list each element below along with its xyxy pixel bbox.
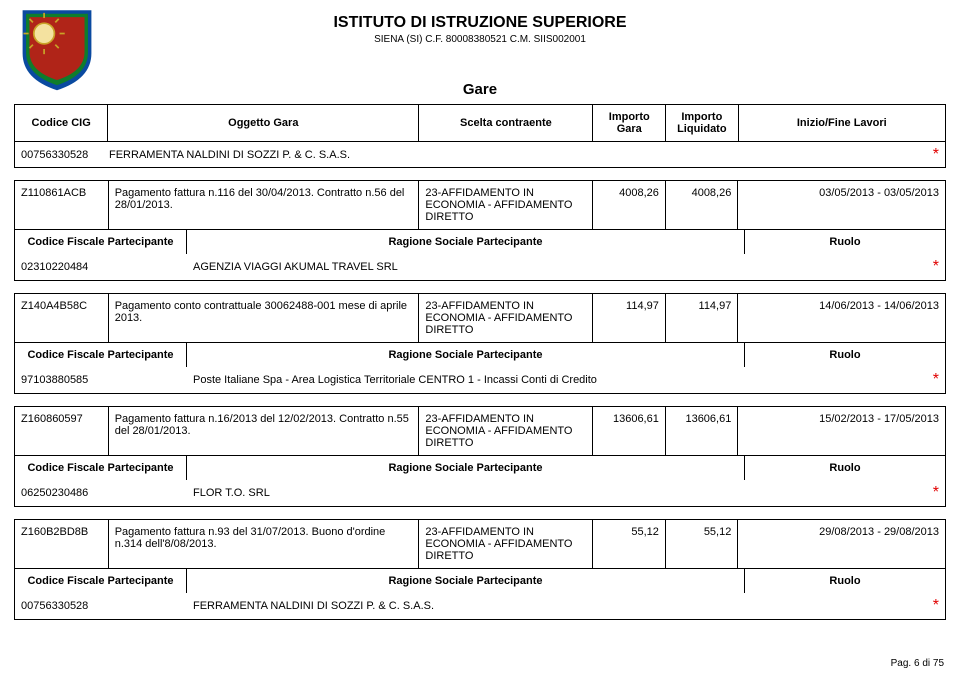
- top-supplier-code: 00756330528: [15, 149, 105, 161]
- entry-block: Z140A4B58C Pagamento conto contrattuale …: [14, 293, 946, 394]
- entry-block: Z110861ACB Pagamento fattura n.116 del 3…: [14, 180, 946, 281]
- entry-importo-liquidato: 55,12: [665, 520, 737, 568]
- col-header-cig: Codice CIG: [15, 105, 108, 142]
- col-header-rs: Ragione Sociale Partecipante: [187, 343, 745, 367]
- entry-date: 15/02/2013 - 17/05/2013: [738, 407, 945, 455]
- entry-importo-gara: 55,12: [593, 520, 665, 568]
- page-number: Pag. 6 di 75: [891, 658, 944, 669]
- participant-cf: 06250230486: [15, 483, 187, 503]
- participant-cf: 00756330528: [15, 596, 187, 616]
- participant-header: Codice Fiscale Partecipante Ragione Soci…: [15, 568, 945, 593]
- institute-subtitle: SIENA (SI) C.F. 80008380521 C.M. SIIS002…: [14, 34, 946, 45]
- entry-date: 14/06/2013 - 14/06/2013: [738, 294, 945, 342]
- participant-row: 06250230486 FLOR T.O. SRL *: [15, 480, 945, 506]
- star-icon: *: [925, 371, 945, 389]
- col-header-cf: Codice Fiscale Partecipante: [15, 343, 187, 367]
- entry-oggetto: Pagamento fattura n.93 del 31/07/2013. B…: [108, 520, 419, 568]
- col-header-cf: Codice Fiscale Partecipante: [15, 569, 187, 593]
- participant-cf: 02310220484: [15, 257, 187, 277]
- entry-oggetto: Pagamento conto contrattuale 30062488-00…: [108, 294, 419, 342]
- participant-rs: FLOR T.O. SRL: [187, 483, 925, 503]
- participant-rs: FERRAMENTA NALDINI DI SOZZI P. & C. S.A.…: [187, 596, 925, 616]
- col-header-rs: Ragione Sociale Partecipante: [187, 456, 745, 480]
- star-icon: *: [925, 484, 945, 502]
- entry-cig: Z160B2BD8B: [15, 520, 108, 568]
- participant-header: Codice Fiscale Partecipante Ragione Soci…: [15, 455, 945, 480]
- col-header-importo-liquidato: Importo Liquidato: [666, 105, 739, 142]
- entry-importo-liquidato: 13606,61: [665, 407, 737, 455]
- participant-header: Codice Fiscale Partecipante Ragione Soci…: [15, 229, 945, 254]
- top-supplier-name: FERRAMENTA NALDINI DI SOZZI P. & C. S.A.…: [105, 149, 925, 161]
- entry-row: Z140A4B58C Pagamento conto contrattuale …: [15, 294, 945, 342]
- col-header-rs: Ragione Sociale Partecipante: [187, 230, 745, 254]
- col-header-cf: Codice Fiscale Partecipante: [15, 230, 187, 254]
- participant-rs: AGENZIA VIAGGI AKUMAL TRAVEL SRL: [187, 257, 925, 277]
- entry-cig: Z140A4B58C: [15, 294, 108, 342]
- institute-title: ISTITUTO DI ISTRUZIONE SUPERIORE: [14, 14, 946, 32]
- col-header-ruolo: Ruolo: [745, 456, 945, 480]
- entry-block: Z160B2BD8B Pagamento fattura n.93 del 31…: [14, 519, 946, 620]
- entry-cig: Z160860597: [15, 407, 108, 455]
- entry-importo-gara: 114,97: [593, 294, 665, 342]
- col-header-inizio-fine: Inizio/Fine Lavori: [738, 105, 945, 142]
- entry-date: 03/05/2013 - 03/05/2013: [738, 181, 945, 229]
- entry-oggetto: Pagamento fattura n.16/2013 del 12/02/20…: [108, 407, 419, 455]
- entry-scelta: 23-AFFIDAMENTO IN ECONOMIA - AFFIDAMENTO…: [419, 181, 593, 229]
- star-icon: *: [925, 146, 945, 164]
- entry-oggetto: Pagamento fattura n.116 del 30/04/2013. …: [108, 181, 419, 229]
- entry-scelta: 23-AFFIDAMENTO IN ECONOMIA - AFFIDAMENTO…: [419, 520, 593, 568]
- star-icon: *: [925, 597, 945, 615]
- entry-importo-liquidato: 4008,26: [665, 181, 737, 229]
- col-header-ruolo: Ruolo: [745, 569, 945, 593]
- entry-importo-gara: 13606,61: [593, 407, 665, 455]
- entry-row: Z160860597 Pagamento fattura n.16/2013 d…: [15, 407, 945, 455]
- main-header-table: Codice CIG Oggetto Gara Scelta contraent…: [14, 104, 946, 142]
- entry-scelta: 23-AFFIDAMENTO IN ECONOMIA - AFFIDAMENTO…: [419, 407, 593, 455]
- entry-block: Z160860597 Pagamento fattura n.16/2013 d…: [14, 406, 946, 507]
- entry-importo-liquidato: 114,97: [665, 294, 737, 342]
- col-header-scelta: Scelta contraente: [419, 105, 593, 142]
- col-header-ruolo: Ruolo: [745, 230, 945, 254]
- participant-row: 02310220484 AGENZIA VIAGGI AKUMAL TRAVEL…: [15, 254, 945, 280]
- col-header-ruolo: Ruolo: [745, 343, 945, 367]
- emblem-icon: [14, 6, 100, 92]
- entry-date: 29/08/2013 - 29/08/2013: [738, 520, 945, 568]
- top-supplier-row: 00756330528 FERRAMENTA NALDINI DI SOZZI …: [14, 142, 946, 168]
- section-title: Gare: [14, 81, 946, 98]
- col-header-rs: Ragione Sociale Partecipante: [187, 569, 745, 593]
- entry-scelta: 23-AFFIDAMENTO IN ECONOMIA - AFFIDAMENTO…: [419, 294, 593, 342]
- entry-row: Z110861ACB Pagamento fattura n.116 del 3…: [15, 181, 945, 229]
- star-icon: *: [925, 258, 945, 276]
- participant-cf: 97103880585: [15, 370, 187, 390]
- participant-row: 97103880585 Poste Italiane Spa - Area Lo…: [15, 367, 945, 393]
- col-header-oggetto: Oggetto Gara: [108, 105, 419, 142]
- entry-cig: Z110861ACB: [15, 181, 108, 229]
- participant-rs: Poste Italiane Spa - Area Logistica Terr…: [187, 370, 925, 390]
- entry-row: Z160B2BD8B Pagamento fattura n.93 del 31…: [15, 520, 945, 568]
- entry-importo-gara: 4008,26: [593, 181, 665, 229]
- col-header-importo-gara: Importo Gara: [593, 105, 666, 142]
- participant-row: 00756330528 FERRAMENTA NALDINI DI SOZZI …: [15, 593, 945, 619]
- participant-header: Codice Fiscale Partecipante Ragione Soci…: [15, 342, 945, 367]
- col-header-cf: Codice Fiscale Partecipante: [15, 456, 187, 480]
